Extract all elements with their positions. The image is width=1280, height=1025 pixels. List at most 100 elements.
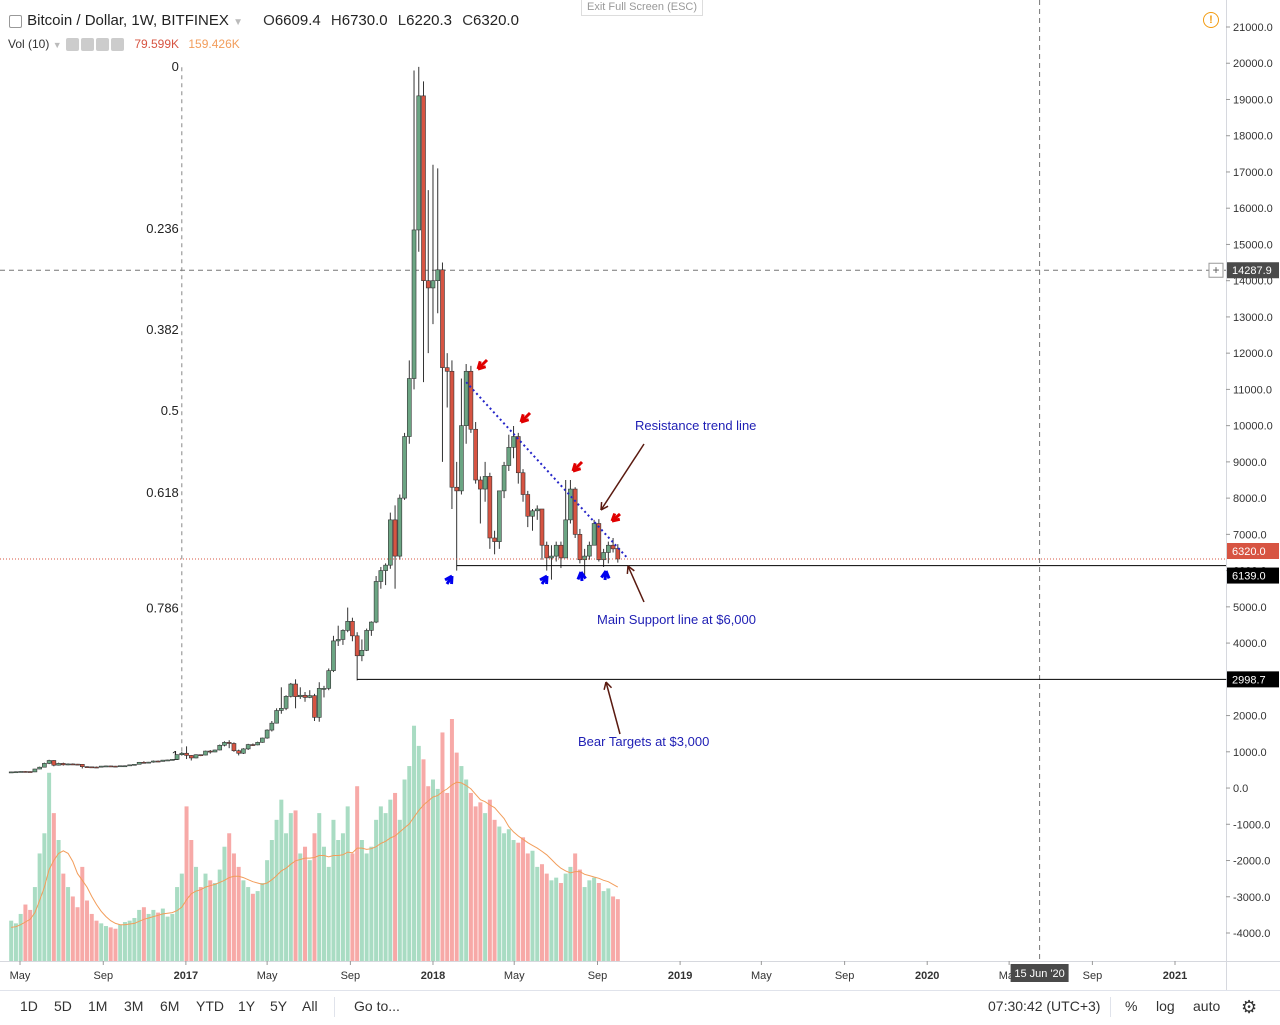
- chevron-down-icon[interactable]: ▼: [233, 17, 243, 28]
- candle-body: [136, 762, 142, 765]
- close-label: C: [462, 12, 474, 29]
- volume-bar: [421, 759, 426, 961]
- candle-body: [207, 750, 213, 753]
- candle-body: [482, 476, 488, 490]
- candle-body: [430, 280, 436, 289]
- candle-body: [558, 544, 564, 559]
- candle-body: [402, 436, 407, 499]
- candle-body: [326, 670, 332, 689]
- chevron-down-icon[interactable]: ▼: [52, 40, 62, 50]
- bear-price-label: 2998.7: [1232, 674, 1266, 686]
- volume-bar: [37, 853, 42, 961]
- candle-body: [534, 508, 540, 512]
- price-chart[interactable]: 21000.0 20000.0 19000.0 18000.0 17000.0 16000…: [0, 0, 1280, 990]
- candle-body: [421, 95, 426, 281]
- support-touch-arrow-head: [444, 574, 454, 585]
- time-tick-label: May: [257, 970, 278, 982]
- range-1m-button[interactable]: 1M: [88, 998, 108, 1014]
- settings-icon[interactable]: [80, 38, 94, 52]
- auto-scale-button[interactable]: auto: [1193, 998, 1221, 1014]
- candle-body: [27, 771, 33, 773]
- volume-bar: [587, 880, 592, 961]
- volume-bar: [402, 779, 407, 961]
- candle-body: [506, 447, 512, 466]
- volume-bar: [32, 887, 37, 961]
- range-1d-button[interactable]: 1D: [20, 998, 38, 1014]
- volume-bar: [222, 846, 227, 961]
- crosshair-price-label-bg: [1227, 262, 1279, 279]
- candle-body: [321, 688, 327, 690]
- volume-bar: [246, 887, 251, 961]
- support-pointer-arrow-head: [626, 565, 635, 575]
- fib-level-label: 0.786: [146, 600, 179, 615]
- volume-bar: [407, 766, 412, 961]
- candle-body: [530, 510, 535, 517]
- candle-body: [454, 486, 459, 492]
- candle-body: [37, 766, 42, 770]
- volume-bar: [118, 924, 123, 961]
- volume-bar: [321, 846, 326, 961]
- price-tick-label: -4000.0: [1233, 928, 1270, 940]
- volume-bar: [596, 883, 601, 961]
- candle-body: [354, 635, 360, 657]
- candle-body: [582, 555, 587, 561]
- gear-icon[interactable]: ⚙: [1241, 997, 1258, 1017]
- volume-bar: [151, 909, 156, 961]
- plus-icon[interactable]: [95, 38, 109, 52]
- log-scale-button[interactable]: log: [1156, 998, 1175, 1014]
- range-3m-button[interactable]: 3M: [124, 998, 144, 1014]
- range-5y-button[interactable]: 5Y: [270, 998, 288, 1014]
- exit-fullscreen-button[interactable]: Exit Full Screen (ESC): [581, 0, 704, 16]
- warning-icon[interactable]: !: [1203, 12, 1219, 28]
- price-tick-label: 20000.0: [1233, 58, 1273, 70]
- percent-scale-button[interactable]: %: [1125, 998, 1138, 1014]
- volume-bar: [383, 813, 388, 961]
- price-tick-label: 9000.0: [1233, 457, 1267, 469]
- volume-bar: [468, 792, 473, 961]
- candle-body: [174, 754, 180, 760]
- volume-indicator-label[interactable]: Vol (10): [8, 37, 50, 51]
- volume-bar: [506, 829, 511, 961]
- volume-bar: [198, 887, 203, 961]
- candle-body: [587, 544, 592, 557]
- volume-value: 79.599K: [134, 37, 180, 51]
- time-tick-label: May: [10, 970, 31, 982]
- last-price-label: 6320.0: [1232, 546, 1266, 558]
- candle-body: [23, 771, 28, 773]
- candle-body: [463, 370, 469, 426]
- volume-bar: [28, 909, 33, 961]
- range-5d-button[interactable]: 5D: [54, 998, 72, 1014]
- candle-body: [411, 229, 417, 379]
- candle-body: [94, 766, 99, 769]
- candle-body: [364, 630, 369, 651]
- time-tick-label: Sep: [341, 970, 361, 982]
- volume-bar: [502, 833, 507, 961]
- fib-level-label: 0.618: [146, 485, 179, 500]
- volume-bar: [203, 873, 208, 961]
- candle-body: [127, 764, 132, 767]
- volume-bar: [94, 920, 99, 961]
- volume-bar: [265, 860, 270, 961]
- goto-date-button[interactable]: Go to...: [354, 998, 400, 1014]
- candle-body: [392, 519, 398, 557]
- volume-bar: [56, 840, 61, 961]
- candle-body: [520, 472, 526, 495]
- volume-bar: [317, 813, 322, 961]
- range-1y-button[interactable]: 1Y: [238, 998, 256, 1014]
- range-ytd-button[interactable]: YTD: [196, 998, 224, 1014]
- range-all-button[interactable]: All: [302, 998, 318, 1014]
- close-icon[interactable]: [110, 38, 124, 52]
- candle-body: [444, 367, 450, 372]
- clock-timezone[interactable]: 07:30:42 (UTC+3): [988, 998, 1101, 1014]
- volume-bar: [194, 866, 199, 961]
- range-6m-button[interactable]: 6M: [160, 998, 180, 1014]
- eye-icon[interactable]: [65, 38, 79, 52]
- candle-body: [307, 695, 313, 698]
- volume-ma-value: 159.426K: [188, 37, 240, 51]
- time-tick-label: Sep: [1083, 970, 1103, 982]
- symbol-title[interactable]: Bitcoin / Dollar, 1W, BITFINEX: [27, 12, 229, 29]
- volume-bar: [288, 813, 293, 961]
- collapse-icon[interactable]: [9, 14, 22, 28]
- volume-bar: [435, 788, 440, 961]
- volume-bar: [340, 833, 345, 961]
